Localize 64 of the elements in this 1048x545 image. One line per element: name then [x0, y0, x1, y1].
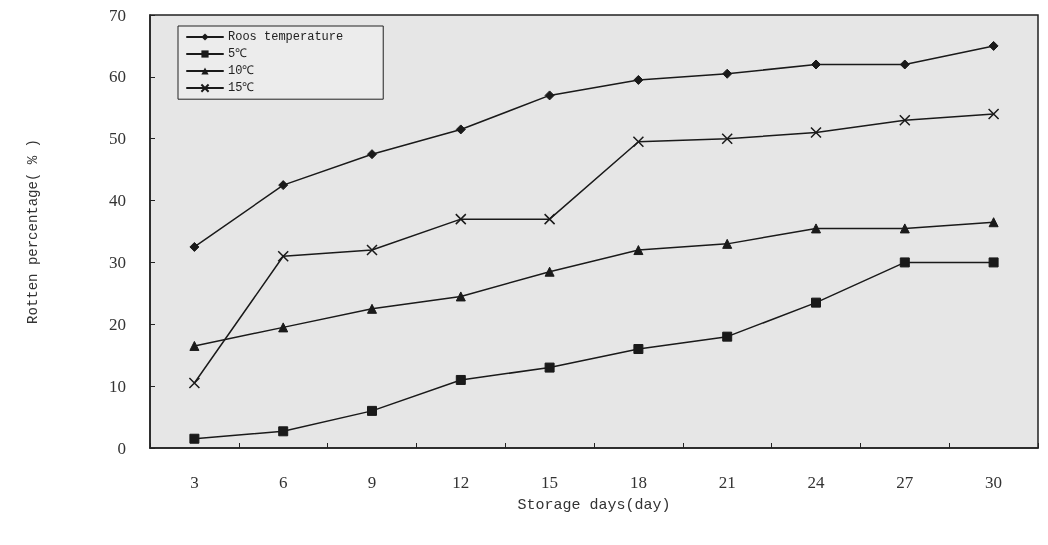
point: [188, 377, 201, 389]
point: [543, 213, 556, 225]
point: [633, 245, 644, 256]
point: [544, 362, 555, 373]
point: [811, 59, 821, 70]
point: [811, 297, 821, 308]
point: [722, 68, 733, 79]
point: [278, 180, 289, 191]
point: [367, 303, 377, 314]
point: [987, 108, 1000, 120]
y-tick-label: 10: [109, 376, 126, 396]
point: [544, 266, 555, 277]
point: [899, 223, 910, 234]
point: [455, 374, 466, 385]
y-tick-label: 0: [117, 438, 126, 458]
x-tick-label: 3: [190, 473, 199, 492]
point: [189, 433, 200, 444]
point: [899, 114, 911, 126]
x-tick-label: 24: [807, 473, 825, 492]
legend-label: 10℃: [228, 64, 255, 78]
x-tick-label: 9: [367, 473, 377, 492]
point: [810, 126, 822, 139]
point: [988, 257, 999, 268]
y-tick-label: 50: [109, 129, 126, 149]
point: [455, 213, 467, 225]
y-tick-label: 60: [109, 67, 126, 87]
point: [633, 344, 644, 355]
legend-label: 15℃: [228, 81, 255, 96]
point: [189, 340, 200, 351]
y-tick-label: 70: [109, 5, 126, 25]
legend-label: Roos temperature: [228, 30, 344, 44]
x-tick-label: 15: [541, 473, 559, 492]
point: [722, 331, 733, 342]
point: [455, 124, 466, 135]
point: [277, 250, 289, 262]
point: [722, 238, 733, 249]
x-tick-label: 18: [629, 473, 647, 492]
x-tick-label: 21: [718, 473, 736, 492]
point: [721, 132, 733, 145]
point: [367, 405, 377, 416]
y-tick-label: 20: [109, 314, 126, 334]
y-axis-title: Rotten percentage( % ): [25, 139, 41, 324]
point: [455, 291, 466, 302]
x-axis-title: Storage days(day): [517, 497, 671, 514]
point: [366, 244, 378, 256]
point: [633, 74, 644, 85]
point: [189, 241, 200, 252]
point: [899, 257, 910, 268]
point: [367, 149, 377, 160]
y-tick-label: 30: [109, 252, 126, 272]
x-tick-label: 30: [985, 473, 1003, 492]
point: [544, 90, 555, 101]
x-tick-label: 12: [452, 473, 470, 492]
y-tick-label: 40: [109, 191, 126, 211]
point: [988, 217, 999, 228]
point: [988, 40, 999, 51]
legend-label: 5℃: [228, 47, 248, 61]
point: [632, 136, 645, 148]
point: [811, 223, 821, 234]
point: [278, 322, 289, 333]
point: [899, 59, 910, 70]
x-tick-label: 6: [278, 473, 288, 492]
x-tick-label: 27: [896, 473, 914, 492]
point: [278, 426, 289, 437]
